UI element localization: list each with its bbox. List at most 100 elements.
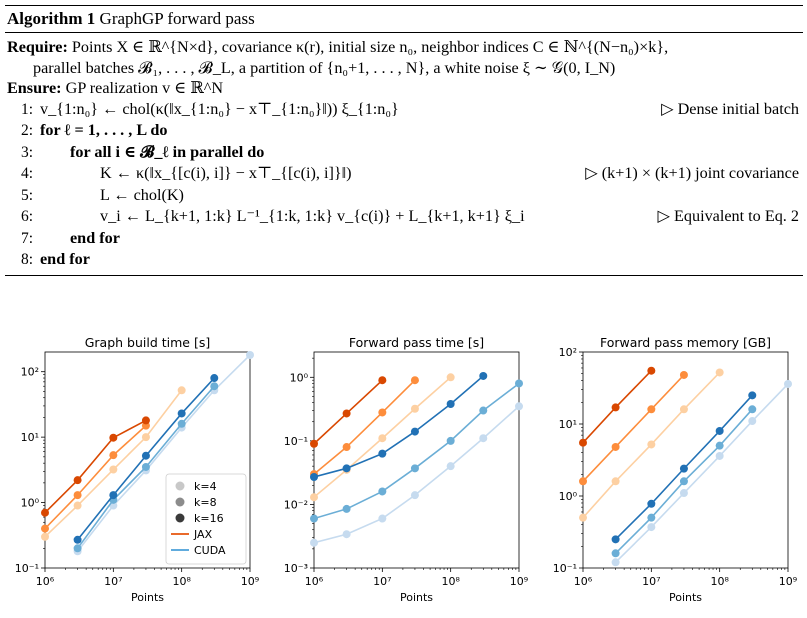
data-point (679, 464, 688, 473)
legend-label-k: k=8 (194, 496, 217, 509)
series-line-cuda-k4 (314, 405, 519, 544)
algo-line-5: 5: L ← chol(K) (7, 185, 801, 207)
x-tick-label: 10⁹ (779, 575, 797, 588)
legend-label-k: k=16 (194, 512, 224, 525)
legend-label-jax: JAX (193, 528, 213, 541)
data-point (342, 504, 351, 513)
data-point (310, 538, 318, 547)
algo-line-2: 2: for ℓ = 1, . . . , L do (7, 120, 801, 142)
data-point (410, 427, 419, 436)
data-point (73, 476, 82, 485)
chart-title: Graph build time [s] (85, 336, 211, 350)
algo-line-3: 3: for all i ∈ 𝓑_ℓ in parallel do (7, 142, 801, 164)
y-tick-label: 10⁻² (284, 498, 308, 511)
legend-label-k: k=4 (194, 480, 217, 493)
line-number: 6: (20, 208, 33, 225)
data-point (246, 350, 254, 359)
data-point (647, 366, 656, 375)
line-text: L ← chol(K) (100, 185, 184, 204)
data-point (611, 477, 620, 486)
line-text: for ℓ = 1, . . . , L do (40, 121, 168, 139)
data-point (109, 433, 118, 442)
x-tick-label: 10⁷ (104, 575, 122, 588)
require-text-2: parallel batches 𝓑₁, . . . , 𝓑_L, a part… (33, 58, 616, 77)
data-point (611, 442, 620, 451)
algorithm-title: Algorithm 1 GraphGP forward pass (5, 6, 803, 32)
data-point (141, 433, 150, 442)
data-point (748, 417, 757, 426)
data-point (647, 523, 656, 532)
data-point (679, 370, 688, 379)
data-point (378, 408, 387, 417)
line-number: 3: (20, 143, 33, 161)
x-tick-label: 10⁷ (642, 575, 660, 588)
data-point (784, 379, 792, 388)
data-point (109, 451, 118, 460)
algo-line-4: 4: K ← κ(‖x_{[c(i), i]} − x⊤_{[c(i), i]}‖… (7, 163, 801, 185)
data-point (579, 438, 587, 447)
ensure-line: Ensure: GP realization v ∈ ℝ^N (7, 78, 801, 99)
plot-frame (582, 351, 789, 569)
data-point (177, 409, 186, 418)
data-point (611, 403, 620, 412)
data-point (446, 400, 455, 409)
x-tick-label: 10⁹ (241, 575, 259, 588)
data-point (715, 451, 724, 460)
data-point (647, 513, 656, 522)
data-point (647, 405, 656, 414)
data-point (141, 462, 150, 471)
algorithm-box: Algorithm 1 GraphGP forward pass Require… (5, 5, 803, 276)
data-point (342, 464, 351, 473)
series-line-jax-k16 (45, 419, 147, 514)
title-rule (5, 32, 803, 33)
data-point (410, 376, 419, 385)
data-point (109, 491, 118, 500)
data-point (715, 426, 724, 435)
y-tick-label: 10¹ (559, 418, 577, 431)
algorithm-title-text: GraphGP forward pass (99, 9, 255, 28)
x-axis-label: Points (400, 591, 433, 604)
data-point (73, 535, 82, 544)
data-point (73, 544, 82, 553)
require-line: Require: Points X ∈ ℝ^{N×d}, covariance … (7, 37, 801, 58)
y-tick-label: 10² (559, 346, 577, 359)
data-point (647, 499, 656, 508)
data-point (73, 491, 82, 500)
data-point (342, 530, 351, 539)
data-point (611, 558, 620, 567)
data-point (342, 443, 351, 452)
data-point (378, 514, 387, 523)
x-tick-label: 10⁸ (172, 575, 191, 588)
data-point (410, 404, 419, 413)
data-point (378, 376, 387, 385)
data-point (378, 434, 387, 443)
data-point (410, 464, 419, 473)
data-point (310, 439, 318, 448)
line-text: end for (40, 250, 90, 268)
line-number: 8: (20, 251, 33, 268)
x-axis-label: Points (131, 591, 164, 604)
data-point (647, 440, 656, 449)
data-point (611, 549, 620, 558)
ensure-label: Ensure: (7, 79, 62, 97)
algorithm-body: Require: Points X ∈ ℝ^{N×d}, covariance … (5, 33, 803, 275)
require-text-1: Points X ∈ ℝ^{N×d}, covariance κ(r), ini… (71, 38, 669, 56)
x-tick-label: 10⁸ (710, 575, 729, 588)
algo-line-6: 6: v_i ← L_{k+1, 1:k} L⁻¹_{1:k, 1:k} v_{c… (7, 206, 801, 228)
top-rule (5, 5, 803, 6)
data-point (579, 477, 587, 486)
data-point (579, 513, 587, 522)
data-point (342, 409, 351, 418)
data-point (141, 451, 150, 460)
data-point (515, 402, 523, 411)
y-tick-label: 10⁻³ (284, 562, 308, 575)
data-point (378, 487, 387, 496)
charts-area: Graph build time [s] Points 10⁶ 10⁷ 10⁸ 10⁹ 10… (0, 335, 807, 613)
series-line-cuda-k16 (314, 375, 484, 478)
data-point (446, 436, 455, 445)
algorithm-title-label: Algorithm 1 (7, 9, 96, 28)
y-tick-label: 10² (21, 366, 39, 379)
line-number: 2: (20, 122, 33, 139)
algo-line-8: 8: end for (7, 249, 801, 271)
line-text: for all i ∈ 𝓑_ℓ in parallel do (70, 142, 265, 161)
